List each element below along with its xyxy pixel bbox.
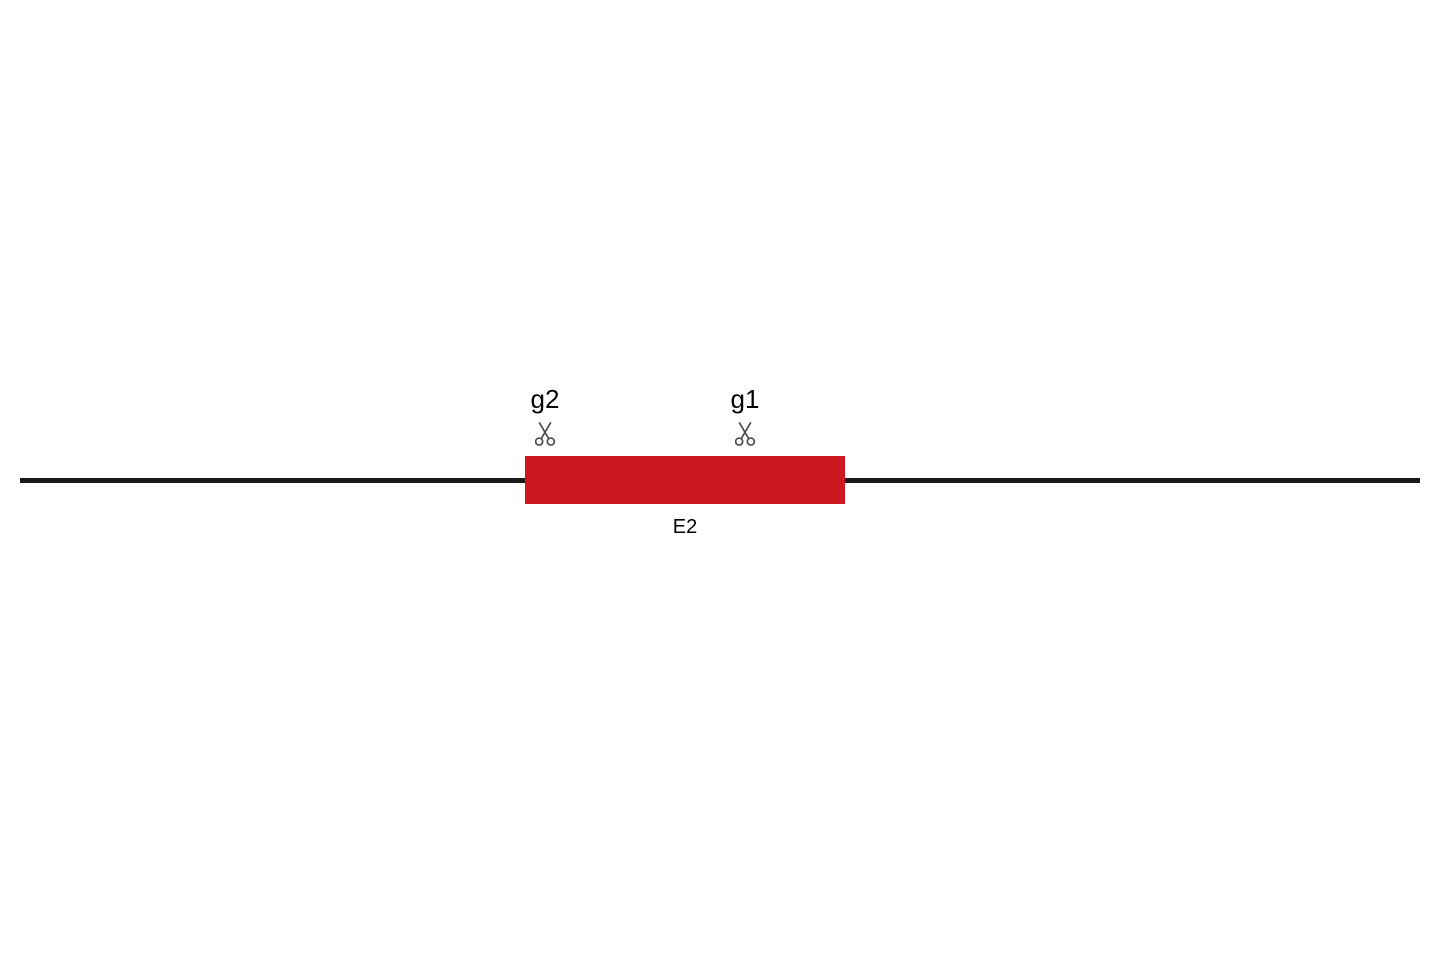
scissors-icon [731, 420, 759, 448]
scissors-icon [531, 420, 559, 448]
exon-label: E2 [635, 516, 735, 539]
cut-site-label-g2: g2 [505, 384, 585, 415]
cut-site-label-g1: g1 [705, 384, 785, 415]
gene-diagram: E2 g2 g1 [0, 0, 1440, 960]
genomic-line-right [845, 478, 1420, 483]
exon-box [525, 456, 845, 504]
genomic-line-left [20, 478, 525, 483]
